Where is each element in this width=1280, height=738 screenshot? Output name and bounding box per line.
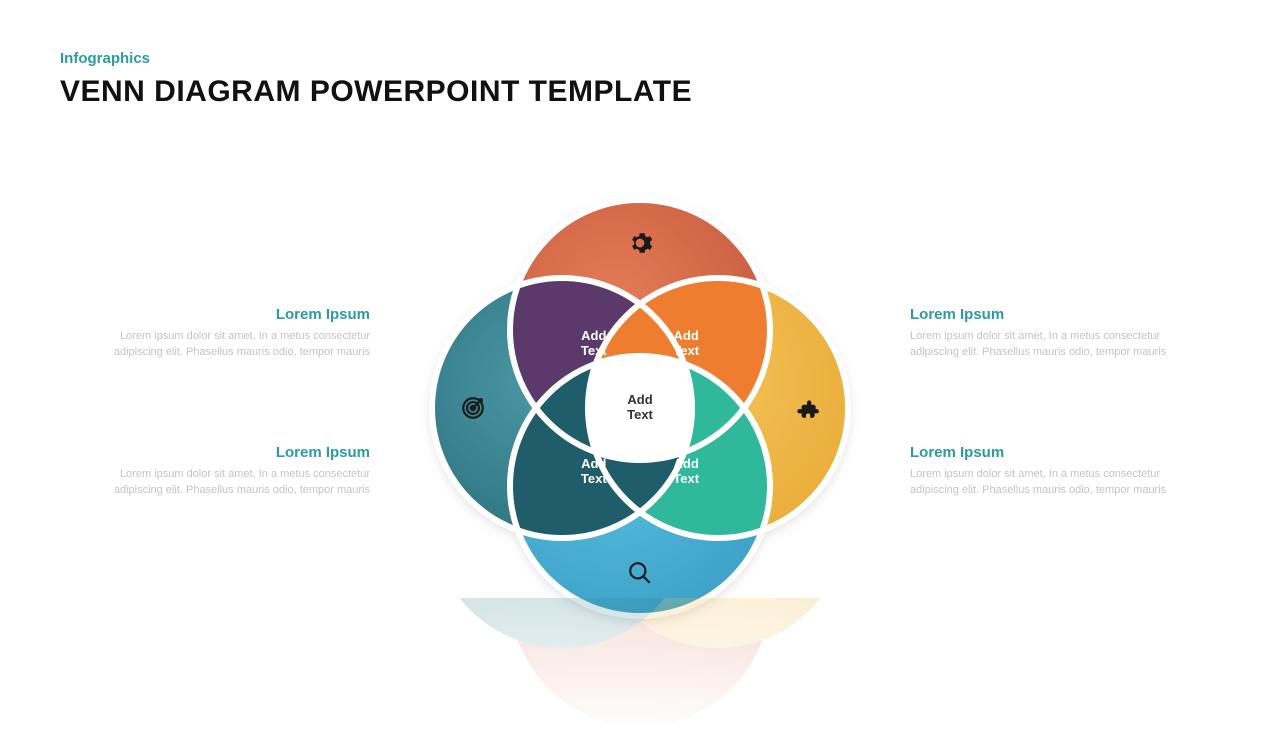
- venn-reflection: [420, 598, 860, 738]
- callout-title: Lorem Ipsum: [910, 306, 1170, 323]
- callout-title: Lorem Ipsum: [110, 306, 370, 323]
- callout-body: Lorem ipsum dolor sit amet, In a metus c…: [110, 329, 370, 361]
- callout-title: Lorem Ipsum: [910, 444, 1170, 461]
- callout-left-upper: Lorem Ipsum Lorem ipsum dolor sit amet, …: [110, 306, 370, 361]
- callout-left-lower: Lorem Ipsum Lorem ipsum dolor sit amet, …: [110, 444, 370, 499]
- callout-right-lower: Lorem Ipsum Lorem ipsum dolor sit amet, …: [910, 444, 1170, 499]
- callout-body: Lorem ipsum dolor sit amet, In a metus c…: [910, 467, 1170, 499]
- target-icon: [460, 395, 486, 421]
- gear-icon: [627, 230, 653, 256]
- eyebrow-text: Infographics: [60, 50, 692, 67]
- magnifier-icon: [627, 560, 653, 586]
- slide-body: Add Text Add Text Add Text Add Text Add …: [0, 160, 1280, 700]
- puzzle-icon: [794, 395, 820, 421]
- callout-body: Lorem ipsum dolor sit amet, In a metus c…: [110, 467, 370, 499]
- slide-header: Infographics VENN DIAGRAM POWERPOINT TEM…: [60, 50, 692, 109]
- slide-title: VENN DIAGRAM POWERPOINT TEMPLATE: [60, 75, 692, 109]
- callout-right-upper: Lorem Ipsum Lorem ipsum dolor sit amet, …: [910, 306, 1170, 361]
- callout-title: Lorem Ipsum: [110, 444, 370, 461]
- callout-body: Lorem ipsum dolor sit amet, In a metus c…: [910, 329, 1170, 361]
- venn-diagram: Add Text Add Text Add Text Add Text Add …: [420, 188, 860, 628]
